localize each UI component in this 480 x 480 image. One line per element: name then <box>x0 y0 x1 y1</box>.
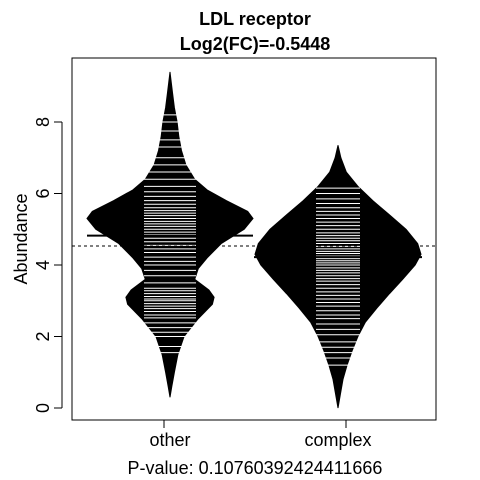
y-tick-label: 0 <box>33 403 53 413</box>
x-axis-label: P-value: 0.10760392424411666 <box>128 458 383 478</box>
bean-complex <box>254 145 422 408</box>
y-tick-label: 2 <box>33 331 53 341</box>
y-axis-label: Abundance <box>11 193 31 284</box>
y-axis: 0 2 4 6 8 <box>33 117 62 413</box>
chart-title: LDL receptor <box>199 9 311 29</box>
y-tick-label: 8 <box>33 117 53 127</box>
y-tick-label: 4 <box>33 260 53 270</box>
chart-subtitle: Log2(FC)=-0.5448 <box>180 34 331 54</box>
bean-other <box>87 72 253 397</box>
bean-shape-complex <box>255 145 421 408</box>
beans-layer <box>87 72 422 408</box>
y-tick-label: 6 <box>33 188 53 198</box>
x-tick-label-complex: complex <box>304 430 371 450</box>
x-tick-label-other: other <box>149 430 190 450</box>
x-axis: other complex <box>149 420 371 450</box>
